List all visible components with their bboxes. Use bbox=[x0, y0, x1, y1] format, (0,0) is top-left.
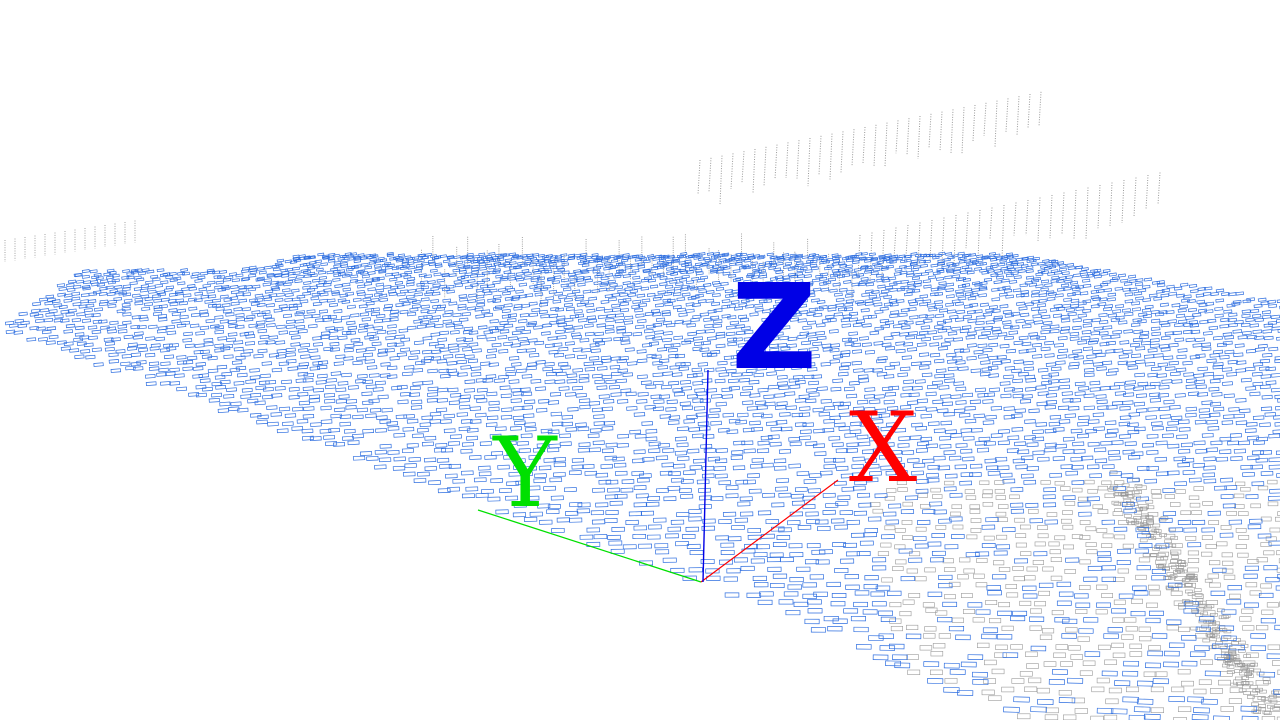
z-axis-label: Z bbox=[731, 258, 817, 396]
point-cloud-far-points bbox=[4, 91, 1280, 720]
z-axis-line bbox=[702, 369, 709, 583]
y-axis-line bbox=[477, 509, 702, 583]
y-axis-label: Y bbox=[491, 417, 558, 529]
point-cloud-floor-points bbox=[5, 251, 1280, 720]
coordinate-axes: Y X Z bbox=[477, 258, 917, 583]
x-axis-line bbox=[700, 479, 839, 583]
x-axis-label: X bbox=[849, 392, 917, 504]
